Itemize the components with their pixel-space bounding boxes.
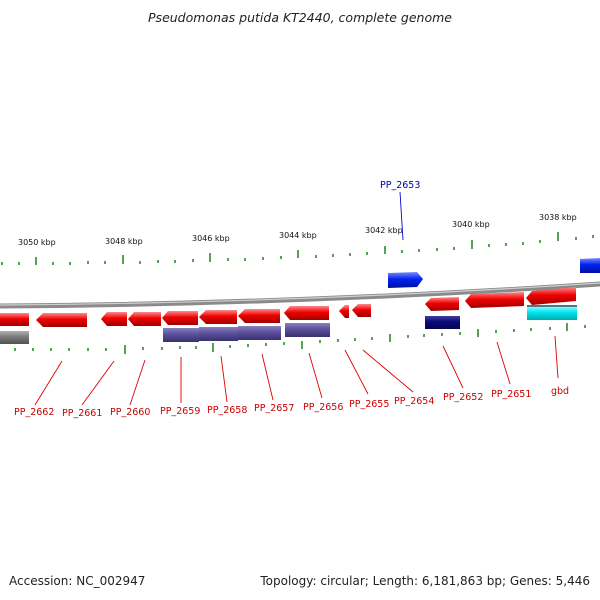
scale-label: 3048 kbp — [105, 237, 143, 246]
feature-gray[interactable] — [0, 331, 29, 344]
gene-PP_2657[interactable] — [199, 310, 237, 324]
gene-label: PP_2651 — [491, 389, 531, 400]
gene-PP_2659[interactable] — [128, 312, 161, 326]
gene-label: PP_2660 — [110, 407, 150, 418]
gene-PP_2653[interactable] — [388, 272, 423, 288]
scale-label: 3040 kbp — [452, 220, 490, 229]
gene-PP_2654a[interactable] — [339, 305, 349, 318]
gene-label: PP_2655 — [349, 399, 389, 410]
label-leader-PP_2653 — [399, 191, 404, 241]
feature-purple-1[interactable] — [163, 328, 199, 342]
gene-label: PP_2652 — [443, 392, 483, 403]
genome-backbone — [0, 281, 600, 309]
gene-PP_2651[interactable] — [465, 292, 524, 308]
gene-gbd[interactable] — [526, 287, 576, 305]
scale-label: 3046 kbp — [192, 234, 230, 243]
gene-PP_2658[interactable] — [162, 311, 198, 325]
gene-label: PP_2657 — [254, 403, 294, 414]
genome-backbone-highlight — [0, 282, 600, 306]
feature-purple-2[interactable] — [199, 327, 238, 341]
genome-summary-text: Topology: circular; Length: 6,181,863 bp… — [260, 574, 590, 588]
gene-PP_2652[interactable] — [425, 297, 459, 311]
gene-PP_2660[interactable] — [101, 312, 127, 326]
gene-PP_2656[interactable] — [238, 309, 280, 323]
gene-PP_2654[interactable] — [352, 304, 371, 317]
scale-label: 3042 kbp — [365, 226, 403, 235]
gene-label: PP_2662 — [14, 407, 54, 418]
gene-PP_2655[interactable] — [284, 306, 329, 320]
accession-text: Accession: NC_002947 — [9, 574, 146, 588]
scale-ruler — [1, 232, 594, 265]
feature-cyan[interactable] — [527, 306, 577, 320]
feature-navy[interactable] — [425, 316, 460, 329]
map-title: Pseudomonas putida KT2440, complete geno… — [148, 10, 452, 25]
gene-label: PP_2654 — [394, 396, 434, 407]
scale-label: 3050 kbp — [18, 238, 56, 247]
gene-forward-edge[interactable] — [580, 258, 600, 273]
feature-purple-3[interactable] — [238, 326, 281, 340]
gene-label: PP_2656 — [303, 402, 343, 413]
gene-label: PP_2661 — [62, 408, 102, 419]
gene-label: PP_2659 — [160, 406, 200, 417]
label-leaders — [34, 335, 559, 406]
lower-ticks — [14, 323, 586, 354]
gene-label-top: PP_2653 — [380, 180, 420, 191]
gene-label: gbd — [551, 386, 569, 397]
scale-label: 3044 kbp — [279, 231, 317, 240]
feature-purple-4[interactable] — [285, 323, 330, 337]
gene-PP_2661[interactable] — [36, 313, 87, 327]
gene-label: PP_2658 — [207, 405, 247, 416]
gene-PP_2662[interactable] — [0, 313, 29, 326]
scale-label: 3038 kbp — [539, 213, 577, 222]
